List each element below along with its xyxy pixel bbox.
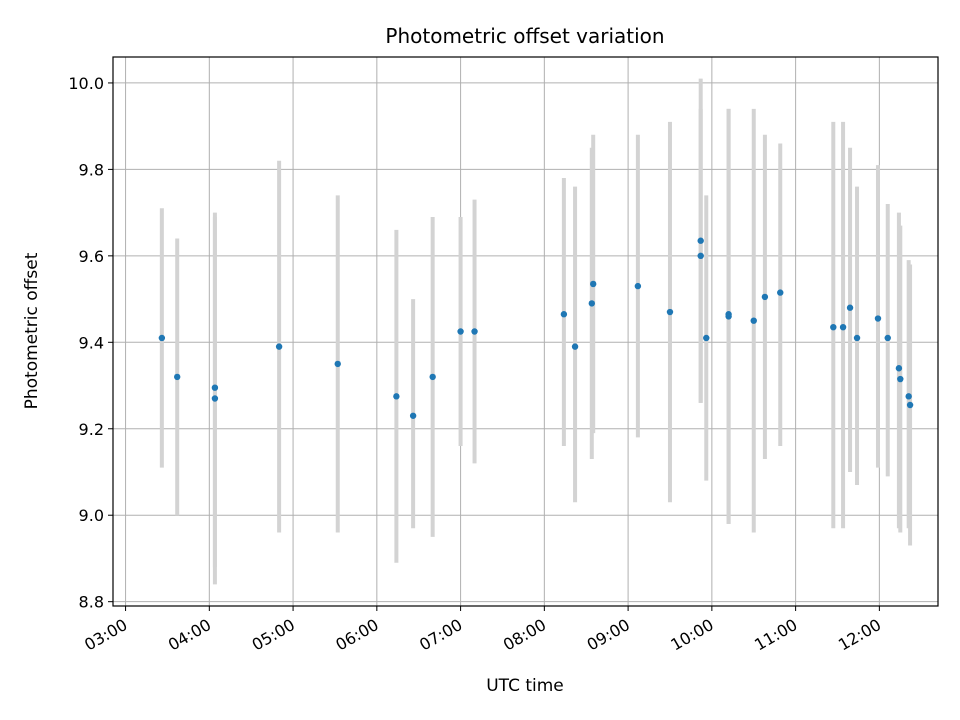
data-point: [588, 300, 596, 307]
y-tick-label: 9.4: [79, 333, 104, 352]
data-point: [761, 293, 769, 301]
data-point: [590, 280, 597, 288]
data-point: [777, 289, 784, 296]
data-point: [905, 393, 912, 400]
x-tick-label: 08:00: [500, 615, 549, 655]
data-point: [895, 365, 903, 372]
data-point: [409, 412, 417, 419]
data-point: [853, 334, 861, 342]
data-point: [393, 393, 400, 400]
y-tick-label: 10.0: [68, 74, 104, 93]
data-point: [725, 311, 732, 318]
y-tick-label: 9.0: [79, 506, 104, 525]
data-point: [884, 334, 891, 342]
x-tick-label: 04:00: [165, 615, 214, 655]
x-tick-label: 05:00: [249, 615, 298, 655]
data-point: [634, 282, 642, 290]
data-point: [158, 334, 166, 342]
data-point: [211, 384, 219, 391]
y-axis-ticks: 8.8 9.0 9.2 9.4 9.6 9.8 10.0: [68, 74, 113, 612]
x-tick-label: 11:00: [751, 615, 800, 655]
x-tick-label: 07:00: [416, 615, 465, 655]
data-points: [158, 237, 914, 419]
data-point: [471, 328, 478, 335]
chart-title: Photometric offset variation: [385, 24, 664, 48]
data-point: [666, 308, 674, 316]
data-point: [275, 343, 283, 350]
data-point: [174, 373, 181, 381]
error-bars: [159, 78, 913, 585]
data-point: [697, 252, 704, 260]
data-point: [897, 375, 904, 383]
data-point: [830, 323, 837, 331]
data-point: [571, 343, 579, 350]
data-point: [697, 237, 704, 244]
x-tick-label: 09:00: [584, 615, 633, 655]
data-point: [334, 360, 341, 368]
y-tick-label: 9.8: [79, 160, 104, 179]
x-tick-label: 10:00: [667, 615, 716, 655]
data-point: [457, 328, 464, 335]
data-point: [874, 315, 882, 322]
y-axis-label: Photometric offset: [22, 252, 42, 409]
x-axis-label: UTC time: [486, 676, 564, 696]
data-point: [560, 311, 568, 318]
y-tick-label: 9.6: [79, 247, 104, 266]
grid: [113, 57, 938, 606]
x-axis-ticks: 03:00 04:00 05:00 06:00 07:00 08:00 09:00 10:00…: [81, 606, 884, 655]
data-point: [846, 304, 854, 311]
data-point: [839, 323, 847, 331]
x-tick-label: 03:00: [81, 615, 130, 655]
y-tick-label: 9.2: [79, 420, 104, 439]
x-tick-label: 12:00: [835, 615, 884, 655]
y-tick-label: 8.8: [79, 593, 104, 612]
data-point: [703, 334, 710, 342]
plot-frame: [112, 56, 939, 607]
data-point: [750, 317, 757, 324]
data-point: [429, 373, 436, 381]
x-tick-label: 06:00: [332, 615, 381, 655]
data-point: [211, 395, 219, 402]
data-point: [906, 401, 914, 409]
